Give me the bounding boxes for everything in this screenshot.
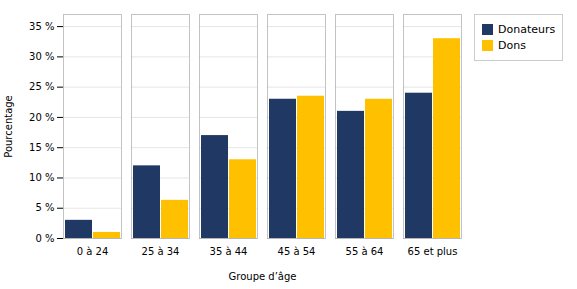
svg-text:65 et plus: 65 et plus: [408, 246, 458, 257]
html-text:Donateurs: Donateurs: [498, 23, 556, 36]
html-text:Dons: Dons: [498, 39, 526, 52]
svg-text:10 %: 10 %: [29, 172, 54, 183]
svg-text:5 %: 5 %: [35, 202, 54, 213]
svg-text:35 %: 35 %: [29, 21, 54, 32]
svg-text:25 à 34: 25 à 34: [142, 246, 180, 257]
svg-text:0 %: 0 %: [35, 233, 54, 244]
svg-text:45 à 54: 45 à 54: [278, 246, 316, 257]
svg-text:Groupe d’âge: Groupe d’âge: [229, 271, 297, 282]
svg-text:15 %: 15 %: [29, 142, 54, 153]
svg-text:35 à 44: 35 à 44: [210, 246, 248, 257]
svg-text:20 %: 20 %: [29, 112, 54, 123]
svg-text:Pourcentage: Pourcentage: [3, 95, 14, 158]
svg-text:30 %: 30 %: [29, 51, 54, 62]
svg-text:25 %: 25 %: [29, 81, 54, 92]
svg-text:0 à 24: 0 à 24: [77, 246, 109, 257]
svg-text:55 à 64: 55 à 64: [346, 246, 384, 257]
